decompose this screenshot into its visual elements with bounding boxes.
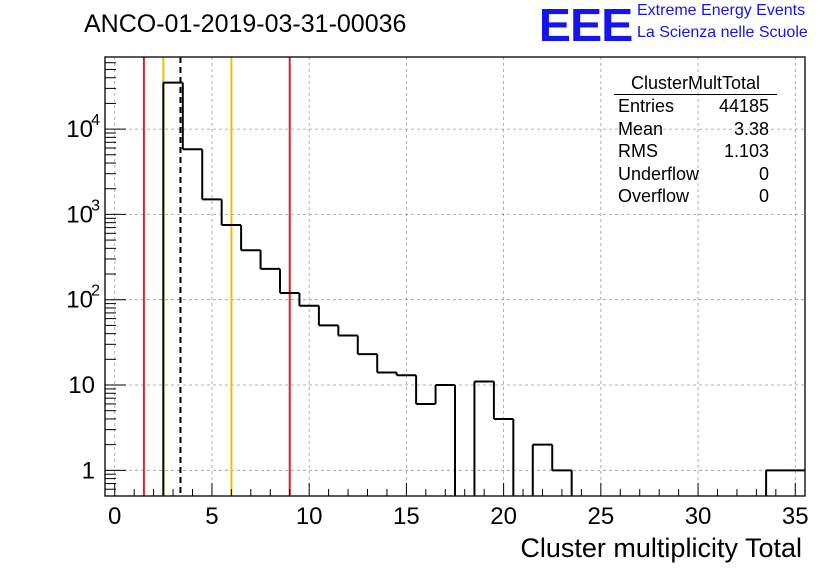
y-tick-label: 10 — [68, 372, 95, 399]
marker-lines — [142, 57, 291, 496]
x-tick-labels: 0 5 10 15 20 25 30 35 — [108, 503, 809, 530]
stats-value: 1.103 — [723, 141, 769, 162]
stats-label: Underflow — [618, 163, 700, 184]
logo-line-2: La Scienza nelle Scuole — [637, 24, 808, 41]
x-axis-label: Cluster multiplicity Total — [520, 533, 802, 563]
stats-label: Entries — [618, 96, 675, 116]
x-tick-label: 30 — [685, 503, 712, 530]
y-tick-label: 102 — [66, 283, 100, 314]
stats-row: Overflow 0 — [611, 185, 777, 208]
x-tick-label: 15 — [393, 503, 420, 530]
stats-value: 0 — [758, 186, 769, 207]
x-tick-label: 0 — [108, 503, 121, 530]
chart-title: ANCO-01-2019-03-31-00036 — [84, 10, 407, 38]
stats-row: RMS 1.103 — [611, 140, 777, 163]
logo-line-1: Extreme Energy Events — [637, 2, 806, 19]
y-tick-label: 104 — [66, 112, 100, 143]
stats-row: Underflow 0 — [611, 163, 777, 186]
stats-label: RMS — [618, 141, 658, 162]
axis-ticks — [105, 62, 796, 496]
x-tick-label: 10 — [296, 503, 323, 530]
stats-value: 44185 — [718, 96, 769, 116]
eee-logo: EEE — [538, 0, 634, 51]
y-tick-label: 103 — [66, 197, 100, 228]
stats-row: Entries 44185 — [611, 95, 777, 118]
x-tick-label: 25 — [587, 503, 614, 530]
stats-box: ClusterMultTotal Entries 44185 Mean 3.38 RMS… — [611, 73, 777, 208]
x-tick-label: 5 — [205, 503, 218, 530]
y-tick-labels: 1 10 102 103 104 — [66, 112, 100, 484]
x-tick-label: 35 — [782, 503, 809, 530]
stats-label: Overflow — [618, 186, 690, 207]
y-tick-label: 1 — [82, 457, 95, 484]
stats-value: 3.38 — [733, 118, 769, 139]
stats-title: ClusterMultTotal — [614, 73, 777, 95]
stats-row: Mean 3.38 — [611, 118, 777, 141]
histogram-bars — [162, 81, 805, 496]
plot-frame — [104, 56, 806, 497]
stats-value: 0 — [758, 163, 769, 184]
stats-label: Mean — [618, 118, 664, 139]
x-tick-label: 20 — [490, 503, 517, 530]
